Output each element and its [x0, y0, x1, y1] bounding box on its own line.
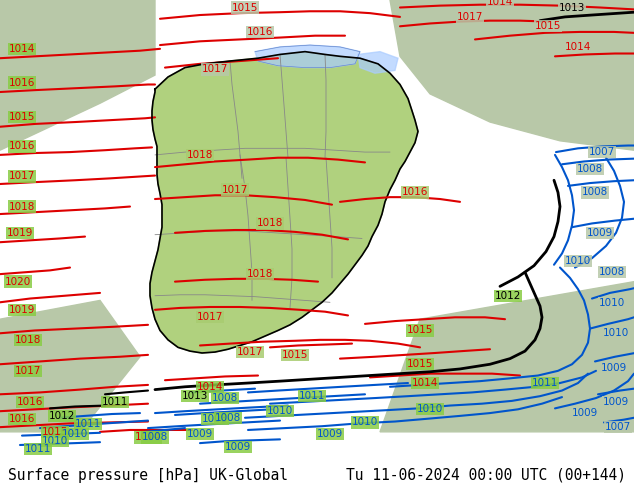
Text: 1014: 1014: [487, 0, 513, 7]
Text: 1013: 1013: [559, 2, 585, 13]
Text: 1012: 1012: [49, 411, 75, 421]
Text: 1011: 1011: [75, 419, 101, 429]
Polygon shape: [358, 51, 398, 73]
Text: 1009: 1009: [572, 408, 598, 418]
Text: 1015: 1015: [407, 359, 433, 369]
Text: 1019: 1019: [9, 305, 36, 315]
Text: 1014: 1014: [412, 378, 438, 388]
Polygon shape: [150, 51, 418, 353]
Text: 1016: 1016: [17, 397, 43, 407]
Text: 1008: 1008: [142, 433, 168, 442]
Text: 1010: 1010: [599, 298, 625, 308]
Text: 1015: 1015: [535, 21, 561, 31]
Text: 1009: 1009: [587, 228, 613, 238]
Text: 1010: 1010: [42, 436, 68, 446]
Text: 1008: 1008: [215, 413, 241, 423]
Text: 1013: 1013: [182, 391, 208, 401]
Text: 1010: 1010: [267, 406, 293, 416]
Polygon shape: [390, 0, 634, 150]
Text: 1017: 1017: [197, 312, 223, 322]
Text: 1015: 1015: [9, 112, 36, 122]
Text: 1009: 1009: [603, 397, 629, 407]
Text: 1008: 1008: [202, 414, 228, 424]
Text: 1009: 1009: [601, 363, 627, 373]
Text: 1008: 1008: [599, 267, 625, 277]
Polygon shape: [0, 300, 140, 432]
Text: 1010: 1010: [565, 256, 591, 266]
Text: 1016: 1016: [402, 188, 428, 197]
Text: 1015: 1015: [281, 350, 308, 360]
Text: 1014: 1014: [9, 44, 36, 54]
Text: 1020: 1020: [5, 277, 31, 287]
Text: 1007: 1007: [589, 147, 615, 157]
Text: Tu 11-06-2024 00:00 UTC (00+144): Tu 11-06-2024 00:00 UTC (00+144): [346, 467, 626, 483]
Text: 1010: 1010: [62, 429, 88, 439]
Text: 1011: 1011: [102, 397, 128, 407]
Text: 1017: 1017: [457, 12, 483, 22]
Text: 1014: 1014: [197, 382, 223, 392]
Polygon shape: [255, 45, 360, 68]
Text: 1019: 1019: [7, 228, 33, 238]
Text: 1015: 1015: [42, 427, 68, 437]
Text: 1016: 1016: [9, 142, 36, 151]
Text: 1018: 1018: [9, 201, 36, 212]
Text: 1016: 1016: [247, 27, 273, 37]
Text: 1018: 1018: [187, 150, 213, 160]
Text: 1010: 1010: [417, 404, 443, 415]
Text: 1008: 1008: [577, 164, 603, 174]
Text: 1015: 1015: [232, 2, 258, 13]
Polygon shape: [0, 0, 155, 150]
Text: 1017: 1017: [15, 366, 41, 376]
Text: 1018: 1018: [15, 335, 41, 345]
Text: 1009: 1009: [317, 429, 343, 439]
Text: 1008: 1008: [582, 188, 608, 197]
Text: 1017: 1017: [222, 185, 248, 195]
Text: 1015: 1015: [407, 325, 433, 336]
Text: 1011: 1011: [25, 444, 51, 454]
Text: 1014: 1014: [565, 42, 591, 52]
Text: 1014: 1014: [135, 433, 161, 442]
Text: 1016: 1016: [9, 414, 36, 424]
Text: 1009: 1009: [225, 442, 251, 452]
Text: 1017: 1017: [9, 172, 36, 181]
Text: 1018: 1018: [247, 269, 273, 279]
Text: 1008: 1008: [212, 393, 238, 403]
Text: 1017: 1017: [237, 347, 263, 357]
Text: Surface pressure [hPa] UK-Global: Surface pressure [hPa] UK-Global: [8, 467, 288, 483]
Text: 1010: 1010: [352, 417, 378, 427]
Text: 1016: 1016: [9, 77, 36, 88]
Polygon shape: [380, 282, 634, 432]
Text: 1010: 1010: [603, 328, 629, 338]
Text: 1011: 1011: [532, 378, 558, 388]
Text: 1007: 1007: [605, 422, 631, 432]
Text: 1018: 1018: [257, 219, 283, 228]
Text: 1012: 1012: [495, 291, 521, 301]
Text: 1011: 1011: [299, 391, 325, 401]
Text: 1009: 1009: [187, 429, 213, 439]
Text: 1017: 1017: [202, 65, 228, 74]
